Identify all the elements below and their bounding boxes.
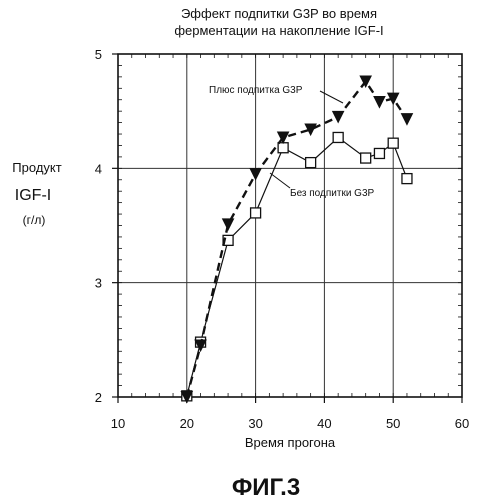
data-point-triangle	[401, 114, 412, 125]
legend-label-without-g3p: Без подпитки G3P	[290, 188, 375, 199]
figure-caption: ФИГ.3	[232, 474, 300, 500]
legend-leader-plus	[320, 91, 343, 103]
data-point-square	[402, 174, 412, 184]
data-point-square	[278, 143, 288, 153]
x-axis-label: Время прогона	[245, 435, 336, 450]
x-tick-label: 50	[386, 416, 400, 431]
y-tick-label: 2	[95, 390, 102, 405]
data-point-square	[251, 208, 261, 218]
data-point-square	[374, 148, 384, 158]
y-axis-label-line-3: (г/л)	[23, 213, 46, 227]
data-point-square	[333, 132, 343, 142]
data-point-square	[388, 138, 398, 148]
series-layer	[181, 76, 412, 403]
data-point-square	[306, 158, 316, 168]
legend-leader-without	[270, 173, 290, 188]
data-point-triangle	[250, 169, 261, 180]
y-tick-label: 5	[95, 47, 102, 62]
y-axis-label-line-2: IGF-I	[15, 187, 51, 204]
y-tick-label: 3	[95, 276, 102, 291]
x-tick-label: 30	[248, 416, 262, 431]
chart-title-line-2: ферментации на накопление IGF-I	[174, 23, 383, 38]
x-tick-label: 60	[455, 416, 469, 431]
data-point-triangle	[223, 219, 234, 230]
axis-ticks: 10 20 30 40 50 60 2 3 4 5	[95, 47, 469, 431]
chart-title-line-1: Эффект подпитки G3P во время	[181, 6, 377, 21]
x-tick-label: 20	[180, 416, 194, 431]
x-tick-label: 10	[111, 416, 125, 431]
y-tick-label: 4	[95, 161, 102, 176]
series-line-1	[187, 138, 407, 396]
x-tick-label: 40	[317, 416, 331, 431]
series-line-0	[187, 81, 407, 397]
data-point-triangle	[333, 111, 344, 122]
data-point-triangle	[374, 97, 385, 108]
data-point-square	[361, 153, 371, 163]
legend-label-plus-g3p: Плюс подпитка G3P	[209, 85, 303, 96]
plot-frame	[118, 54, 462, 397]
y-axis-label-line-1: Продукт	[12, 160, 61, 175]
grid	[118, 54, 462, 397]
